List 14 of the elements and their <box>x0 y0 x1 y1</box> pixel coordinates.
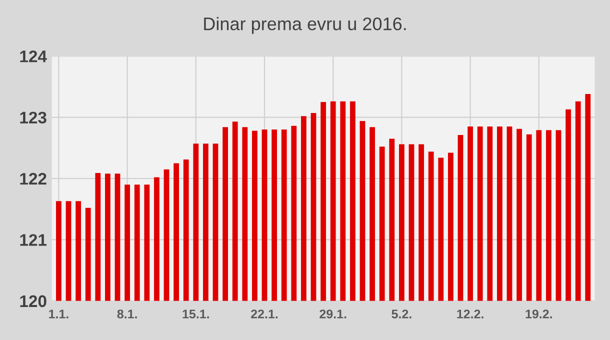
y-tick-label: 122 <box>20 172 46 185</box>
y-tick-label: 123 <box>20 112 46 124</box>
y-tick-label: 121 <box>20 234 47 246</box>
x-tick-label: 19.2. <box>526 310 552 318</box>
x-tick-label: 15.1. <box>182 310 209 318</box>
x-tick-label: 8.1. <box>117 310 137 318</box>
x-tick-label: 12.2. <box>457 310 484 318</box>
y-tick-label: 120 <box>20 295 46 308</box>
x-tick-label: 29.1. <box>320 310 346 318</box>
chart-title: Dinar prema evru u 2016. <box>204 17 406 34</box>
y-tick-label: 124 <box>20 50 47 62</box>
x-tick-label: 5.2. <box>392 310 412 318</box>
x-tick-label: 1.1. <box>49 310 68 318</box>
x-tick-label: 22.1. <box>251 310 278 318</box>
